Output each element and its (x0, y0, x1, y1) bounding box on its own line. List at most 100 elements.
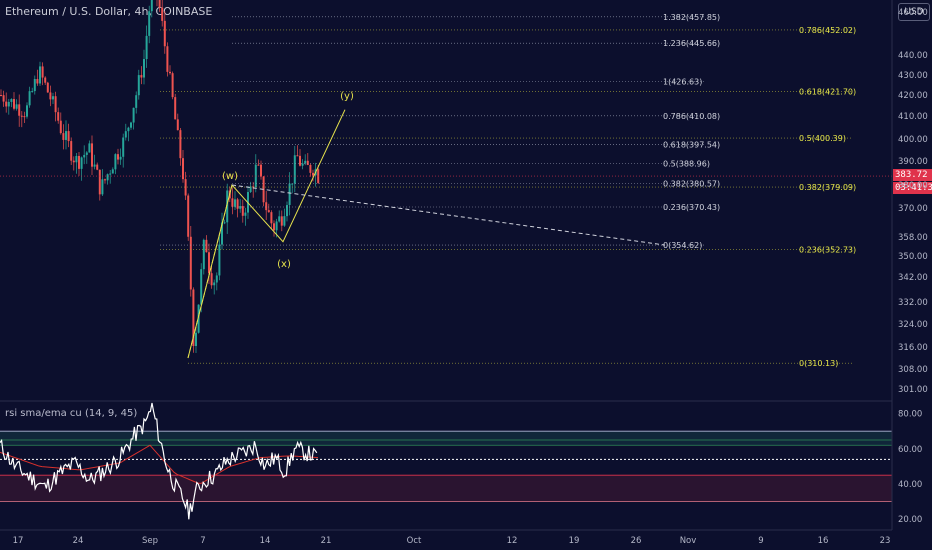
fib-label-yellow: 0.618(421.70) (799, 88, 856, 97)
candle-body (18, 104, 21, 116)
candle-body (13, 99, 15, 109)
candle-body (174, 97, 177, 120)
candle-body (106, 174, 109, 181)
candle-body (187, 195, 190, 237)
candle-body (241, 206, 244, 216)
candle-body (10, 99, 13, 102)
candle-body (78, 155, 80, 169)
candle-body (49, 92, 52, 100)
rsi-tick-label: 40.00 (898, 480, 922, 490)
time-tick-label: 21 (321, 536, 332, 546)
candle-body (171, 73, 174, 98)
time-tick-label: Oct (407, 536, 422, 546)
candle-body (0, 95, 2, 96)
price-tick-label: 308.00 (898, 365, 928, 375)
price-tick-label: 342.00 (898, 273, 928, 283)
candle-body (234, 199, 236, 207)
candle-body (111, 169, 114, 174)
time-tick-label: 19 (569, 536, 580, 546)
candle-body (36, 79, 39, 84)
candle-body (91, 143, 93, 167)
wave-dashed-leg (187, 184, 233, 359)
candle-body (70, 141, 73, 161)
candle-body (275, 221, 278, 231)
candle-body (304, 160, 307, 164)
candle-body (202, 239, 205, 270)
fib-label-white: 1.236(445.66) (663, 39, 720, 48)
candle-body (150, 0, 153, 12)
wave-projection-line (231, 184, 666, 246)
rsi-upper-zone (0, 431, 892, 446)
fib-label-white: 0.786(410.08) (663, 112, 720, 121)
candle-body (67, 131, 70, 142)
fib-label-white: 0.382(380.57) (663, 180, 720, 189)
rsi-line (0, 402, 318, 520)
fib-label-white: 0.5(388.96) (663, 159, 710, 168)
candle-body (176, 119, 179, 131)
candle-body (28, 91, 31, 106)
fib-label-white: 0.618(397.54) (663, 140, 720, 149)
price-tick-label: 460.00 (898, 8, 928, 18)
candle-body (291, 183, 294, 185)
wave-label: (y) (340, 91, 354, 102)
candle-body (119, 156, 122, 160)
candle-body (145, 35, 148, 60)
candle-body (267, 210, 270, 213)
current-price-badge: 383.72 (893, 169, 932, 181)
candle-body (15, 104, 18, 109)
time-tick-label: 16 (818, 536, 829, 546)
fib-label-white: 1.382(457.85) (663, 13, 720, 22)
candle-body (205, 239, 208, 253)
candle-body (62, 133, 65, 140)
candle-body (117, 154, 119, 160)
price-tick-label: 440.00 (898, 51, 928, 61)
candle-body (137, 75, 140, 96)
candle-body (124, 131, 127, 138)
candle-body (23, 116, 26, 118)
time-tick-label: 17 (13, 536, 24, 546)
rsi-tick-label: 20.00 (898, 515, 922, 525)
candle-body (114, 154, 117, 170)
candle-body (54, 96, 57, 113)
fib-label-yellow: 0.786(452.02) (799, 26, 856, 35)
candle-body (257, 164, 260, 166)
candle-body (278, 216, 281, 222)
candle-body (306, 160, 309, 165)
candle-body (189, 236, 192, 290)
candle-body (93, 164, 96, 167)
candle-body (161, 7, 164, 21)
candle-body (104, 179, 106, 181)
fib-label-yellow: 0.5(400.39) (799, 134, 846, 143)
candle-body (200, 269, 203, 305)
candle-body (96, 164, 99, 170)
candle-body (143, 59, 145, 78)
rsi-panel (0, 402, 892, 520)
candle-body (80, 157, 83, 169)
candle-body (179, 130, 182, 159)
candle-body (169, 71, 171, 74)
candle-body (273, 223, 275, 231)
price-tick-label: 350.00 (898, 252, 928, 262)
wave-path (187, 109, 346, 359)
candle-body (163, 20, 166, 47)
price-tick-label: 332.00 (898, 298, 928, 308)
time-tick-label: 12 (507, 536, 518, 546)
price-tick-label: 370.00 (898, 204, 928, 214)
candle-body (83, 154, 86, 158)
candle-body (301, 163, 304, 166)
wave-label: (x) (277, 259, 291, 270)
time-tick-label: 9 (758, 536, 763, 546)
fib-label-yellow: 0.382(379.09) (799, 183, 856, 192)
candle-body (288, 183, 291, 206)
candle-body (231, 198, 234, 207)
candle-body (182, 158, 184, 180)
candle-body (127, 127, 130, 132)
candle-body (270, 212, 273, 224)
candle-body (65, 131, 67, 140)
candle-body (221, 222, 223, 245)
candle-body (265, 202, 268, 211)
candle-body (236, 199, 239, 209)
currency-label[interactable]: USD (898, 3, 930, 21)
